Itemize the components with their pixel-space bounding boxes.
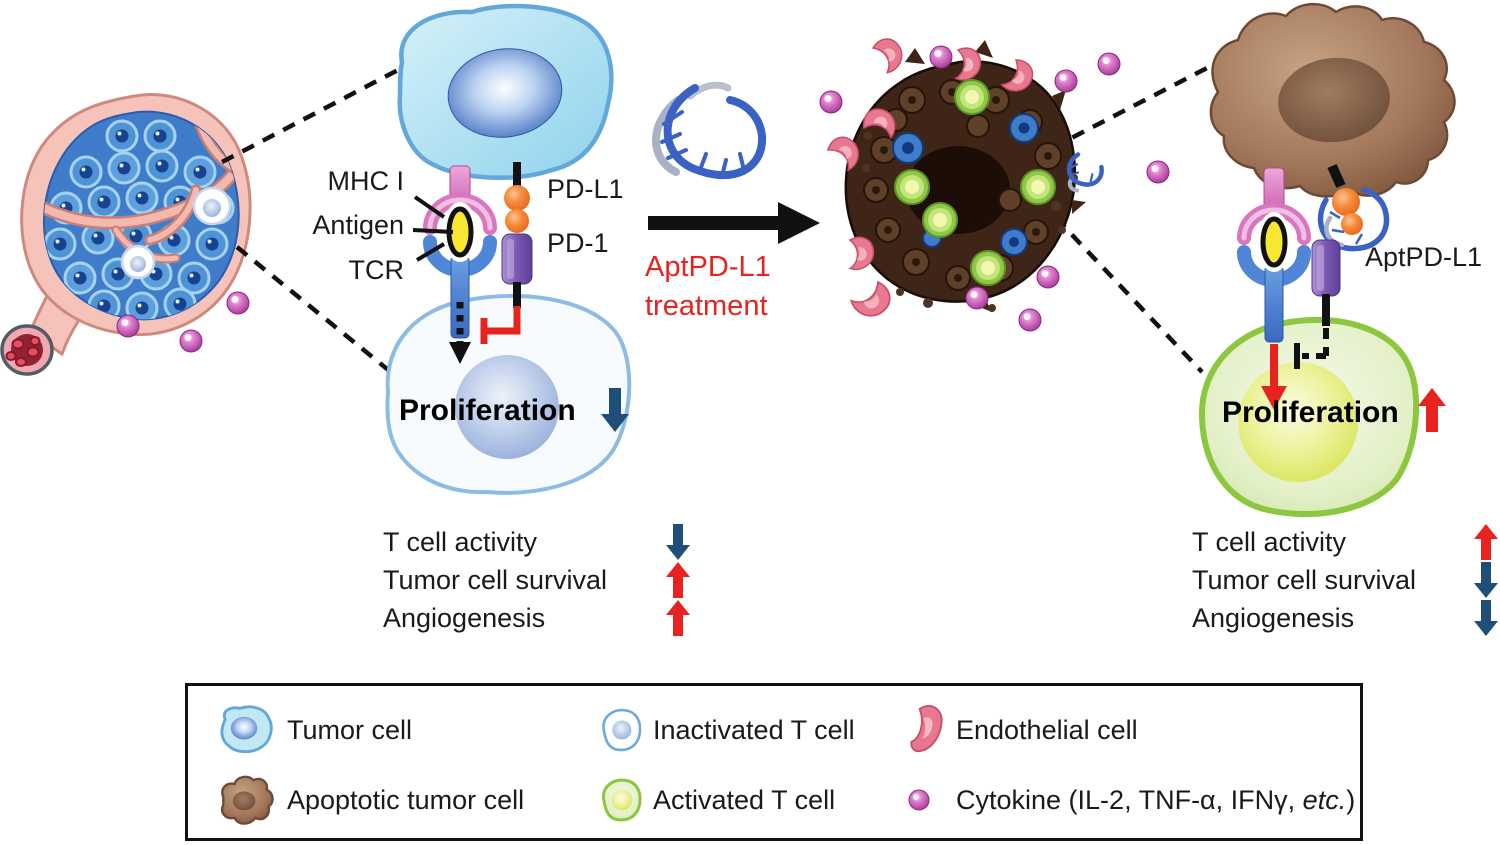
treatment-label-line2: treatment (645, 290, 768, 322)
blocked-inhibition-dashed-tbar (1294, 328, 1329, 369)
left-panel-tumor-cell (397, 3, 614, 180)
trend-arrow (666, 562, 690, 598)
legend-box: Tumor cell Apoptotic tumor cell Inactiva… (185, 683, 1363, 841)
activation-signal-red-arrow (1261, 344, 1287, 410)
tcr-label: TCR (348, 255, 405, 285)
inhibition-signal-red-tbar (480, 306, 521, 344)
treatment-label-line1: AptPD-L1 (645, 251, 771, 283)
label-pointer-lines (412, 195, 454, 262)
pd1-label: PD-1 (547, 228, 609, 258)
dying-tumor-mass (844, 40, 1086, 312)
tumor-cell-icon (212, 701, 287, 759)
legend-label: Activated T cell (653, 784, 836, 815)
trend-arrow (1474, 524, 1498, 560)
free-aptamer-icon (1066, 152, 1104, 193)
summary-right: T cell activity Tumor cell survival Angi… (1192, 523, 1498, 637)
summary-row: Angiogenesis (1192, 599, 1498, 637)
activation-signal-dotted-arrow (449, 302, 471, 364)
summary-row: Tumor cell survival (1192, 561, 1498, 599)
proliferation-label-left: Proliferation (399, 394, 576, 427)
proliferation-label-right: Proliferation (1222, 396, 1399, 429)
mhc1-label: MHC I (327, 166, 405, 196)
legend-item-inactivated-t-cell: Inactivated T cell (595, 700, 855, 760)
legend-label: Cytokine (IL-2, TNF-α, IFNγ, etc.) (956, 784, 1356, 815)
legend-item-cytokine: Cytokine (IL-2, TNF-α, IFNγ, etc.) (905, 770, 1355, 830)
summary-label: Tumor cell survival (383, 564, 608, 595)
legend-label: Endothelial cell (956, 714, 1138, 745)
proliferation-arrow-right (1418, 388, 1446, 432)
left-panel-t-cell (385, 293, 632, 495)
intratumoral-vessels (44, 111, 239, 264)
legend-label: Tumor cell (287, 714, 413, 745)
legend-item-tumor-cell: Tumor cell (212, 700, 412, 760)
proliferation-arrow-left (601, 388, 629, 432)
pd1-pdl1-complex-left (501, 162, 533, 308)
aptamer-dna-icon (652, 81, 767, 180)
aptpdl1-label: AptPD-L1 (1365, 242, 1483, 272)
trend-arrow (666, 524, 690, 560)
trend-arrow (666, 600, 690, 636)
treatment-arrow (648, 202, 820, 244)
summary-row: Tumor cell survival (383, 561, 690, 599)
legend-label: Apoptotic tumor cell (287, 784, 525, 815)
summary-label: Angiogenesis (383, 602, 546, 633)
tumor-debris (862, 132, 1078, 312)
cytokine-icon (905, 785, 956, 815)
summary-label: Angiogenesis (1192, 602, 1355, 633)
legend-label: Inactivated T cell (653, 714, 855, 745)
summary-row: T cell activity (383, 523, 690, 561)
endothelial-cell-icon (905, 703, 956, 757)
mhc-antigen-tcr-complex-right (1237, 167, 1311, 343)
summary-label: T cell activity (1192, 526, 1347, 557)
summary-label: T cell activity (383, 526, 538, 557)
right-panel-apoptotic-tumor-cell (1209, 3, 1456, 198)
pdl1-label: PD-L1 (547, 174, 624, 204)
summary-row: T cell activity (1192, 523, 1498, 561)
pd1-receptor-right (1311, 239, 1341, 326)
summary-left: T cell activity Tumor cell survival Angi… (383, 523, 690, 637)
legend-item-apoptotic-tumor-cell: Apoptotic tumor cell (212, 770, 524, 830)
apoptotic-tumor-cell-icon (212, 771, 287, 829)
zoom-connector-lines (220, 66, 1209, 375)
activated-t-cell-icon (595, 773, 653, 827)
trend-arrow (1474, 600, 1498, 636)
embedded-inactivated-t-cell (120, 186, 232, 280)
summary-row: Angiogenesis (383, 599, 690, 637)
legend-item-endothelial-cell: Endothelial cell (905, 700, 1138, 760)
tumor-mass (0, 93, 252, 376)
legend-item-activated-t-cell: Activated T cell (595, 770, 835, 830)
infiltrating-tumor-cells (892, 113, 1039, 256)
antigen-label: Antigen (312, 210, 404, 240)
trend-arrow (1474, 562, 1498, 598)
inactivated-t-cell-icon (595, 703, 653, 757)
summary-label: Tumor cell survival (1192, 564, 1417, 595)
